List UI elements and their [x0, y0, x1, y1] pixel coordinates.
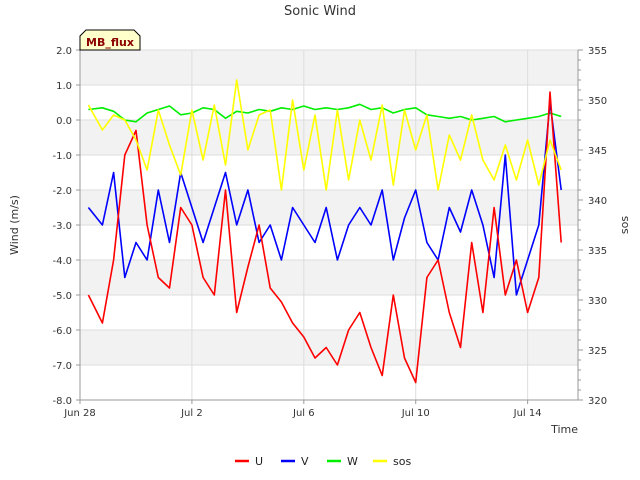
chart-title: Sonic Wind: [284, 4, 356, 19]
legend-label-u: U: [255, 455, 263, 468]
y-axis-label: Wind (m/s): [8, 195, 21, 255]
y-tick-label: -3.0: [52, 221, 72, 232]
y2-tick-label: 345: [588, 146, 607, 157]
series-layer: [87, 79, 562, 384]
y2-tick-label: 355: [588, 46, 607, 57]
y-tick-label: -5.0: [52, 291, 72, 302]
x-ticks: Jun 28 Jul 2 Jul 6 Jul 10 Jul 14: [63, 400, 542, 419]
series-line-sos: [87, 79, 562, 191]
y-tick-label: -6.0: [52, 326, 72, 337]
series-line-u: [87, 91, 562, 384]
legend-label-sos: sos: [393, 455, 411, 468]
x-tick-label: Jul 2: [180, 408, 203, 419]
grid-band: [80, 330, 578, 365]
y-tick-label: -7.0: [52, 361, 72, 372]
y-tick-label: 0.0: [56, 116, 72, 127]
y2-ticks: 355 350 345 340 335 330 325 320: [578, 46, 607, 407]
series-line-v: [87, 101, 562, 296]
y2-tick-label: 325: [588, 346, 607, 357]
badge-shape: [79, 29, 141, 51]
y-tick-label: -1.0: [52, 151, 72, 162]
legend-label-v: V: [301, 455, 309, 468]
series-line-w: [88, 103, 562, 123]
y-tick-label: -8.0: [52, 396, 72, 407]
x-tick-label: Jun 28: [63, 408, 96, 419]
y-tick-label: 2.0: [56, 46, 72, 57]
x-axis-label: Time: [550, 423, 578, 436]
badge-label: MB_flux: [86, 36, 134, 49]
legend-label-w: W: [347, 455, 358, 468]
y-tick-label: -4.0: [52, 256, 72, 267]
grid-band: [80, 50, 578, 85]
x-tick-label: Jul 6: [292, 408, 315, 419]
y2-axis-label: sos: [618, 216, 631, 234]
y2-tick-label: 340: [588, 196, 607, 207]
y2-tick-label: 335: [588, 246, 607, 257]
y2-tick-label: 330: [588, 296, 607, 307]
y2-tick-label: 320: [588, 396, 607, 407]
grid-bands: [80, 50, 578, 365]
y2-tick-label: 350: [588, 96, 607, 107]
x-tick-label: Jul 14: [513, 408, 542, 419]
mb-flux-badge: MB_flux: [79, 29, 141, 51]
y-tick-label: 1.0: [56, 81, 72, 92]
x-tick-label: Jul 10: [401, 408, 430, 419]
y-tick-label: -2.0: [52, 186, 72, 197]
y-ticks: 2.0 1.0 0.0 -1.0 -2.0 -3.0 -4.0 -5.0 -6.0 -7.0 -8.…: [52, 46, 80, 407]
